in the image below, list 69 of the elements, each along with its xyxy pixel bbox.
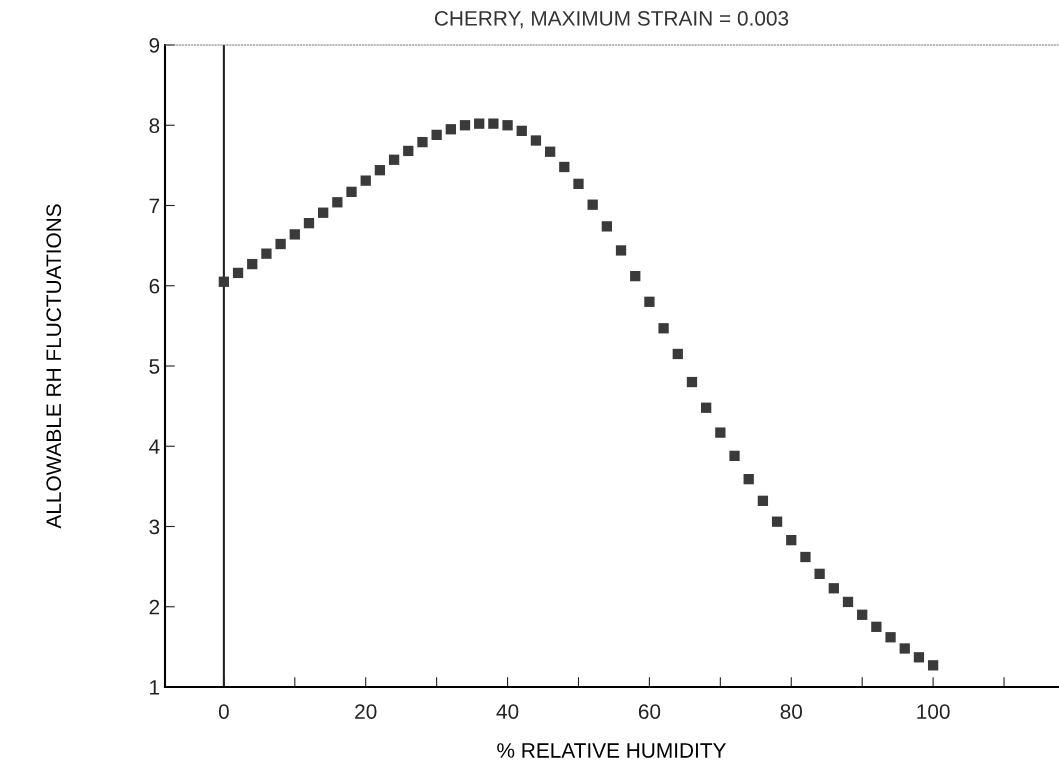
point — [516, 125, 527, 137]
point — [658, 323, 669, 334]
point — [374, 165, 386, 176]
point — [388, 154, 400, 165]
point — [913, 652, 925, 663]
point — [786, 534, 797, 546]
point — [530, 135, 542, 146]
point — [601, 221, 613, 232]
point — [445, 124, 456, 135]
point — [729, 450, 740, 462]
point — [403, 145, 414, 157]
y-tick-label: 8 — [149, 118, 160, 133]
point — [615, 245, 627, 256]
point — [715, 427, 726, 438]
point — [360, 175, 371, 186]
x-axis-title: % RELATIVE HUMIDITY — [497, 743, 726, 758]
point — [842, 596, 854, 608]
point — [587, 199, 598, 210]
point — [885, 632, 896, 643]
x-tick-label: 60 — [638, 704, 661, 719]
point — [218, 276, 230, 287]
y-axis-title: ALLOWABLE RH FLUCTUATIONS — [46, 204, 62, 529]
point — [800, 551, 811, 563]
point — [686, 376, 698, 388]
point — [672, 348, 683, 360]
point — [857, 609, 868, 620]
point — [757, 495, 769, 506]
point — [417, 136, 428, 148]
point — [828, 583, 839, 594]
y-tick-label: 6 — [149, 278, 160, 294]
y-tick-label: 5 — [149, 359, 160, 374]
point — [927, 660, 939, 671]
point — [275, 238, 286, 250]
point — [303, 218, 315, 229]
point — [488, 118, 499, 129]
point — [701, 402, 712, 413]
point — [332, 197, 343, 208]
x-tick-label: 40 — [496, 704, 519, 719]
x-tick-label: 80 — [780, 704, 803, 719]
x-tick-label: 20 — [355, 704, 377, 719]
point — [261, 248, 272, 259]
point — [871, 621, 882, 632]
y-tick-label: 3 — [149, 519, 160, 535]
point — [899, 643, 910, 654]
y-tick-label: 2 — [149, 599, 160, 615]
x-tick-label: 0 — [218, 704, 229, 719]
point — [743, 474, 754, 485]
point — [346, 186, 357, 198]
point — [814, 568, 825, 579]
point — [431, 129, 442, 141]
x-tick-label: 100 — [917, 704, 950, 719]
chart-title: CHERRY, MAXIMUM STRAIN = 0.003 — [434, 11, 789, 29]
point — [771, 516, 783, 527]
point — [502, 120, 513, 131]
y-tick-label: 7 — [149, 198, 160, 214]
point — [474, 118, 485, 129]
point — [573, 178, 584, 189]
point — [630, 270, 641, 282]
point — [318, 207, 329, 218]
point — [644, 296, 655, 307]
point — [544, 146, 556, 157]
point — [559, 161, 570, 173]
y-tick-label: 4 — [149, 439, 160, 454]
y-tick-label: 9 — [149, 38, 160, 53]
point — [289, 229, 300, 240]
point — [247, 258, 258, 270]
y-tick-label: 1 — [150, 680, 160, 695]
point — [232, 267, 244, 279]
point — [459, 120, 471, 131]
